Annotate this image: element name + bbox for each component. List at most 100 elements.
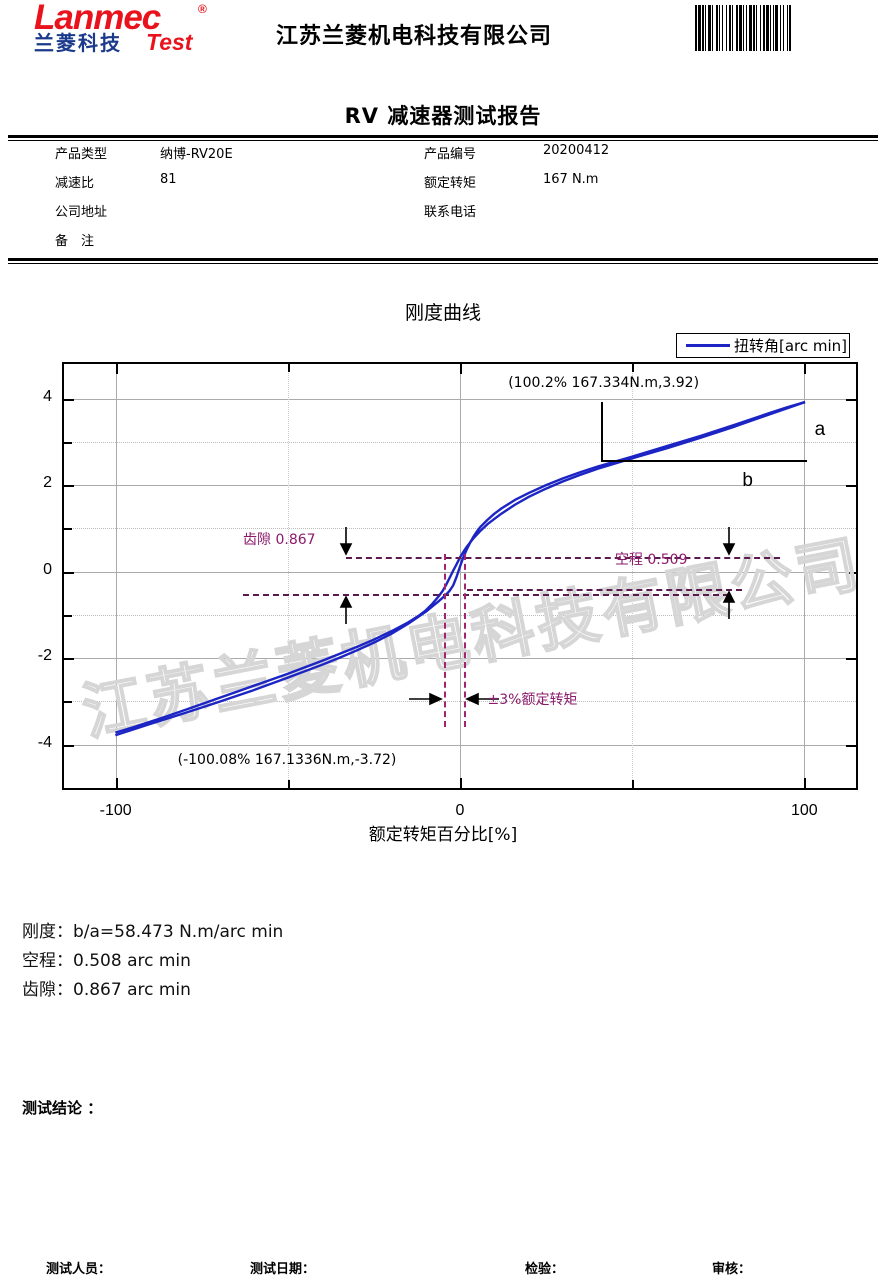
lost-motion-arrow-up bbox=[722, 590, 735, 619]
divider-bottom bbox=[8, 258, 878, 261]
company-logo: Lanmec ® 兰菱科技 Test bbox=[30, 0, 230, 55]
signoff-date: 测试日期： bbox=[250, 1262, 316, 1277]
gridline-vertical bbox=[115, 364, 117, 788]
info-value-left: 81 bbox=[160, 172, 177, 187]
backlash-upper-dash bbox=[346, 556, 781, 559]
y-tick-right bbox=[846, 398, 857, 401]
x-tick-minor bbox=[632, 780, 635, 789]
y-tick bbox=[63, 571, 74, 574]
info-row: 减速比 81 额定转矩 167 N.m bbox=[0, 172, 886, 201]
y-tick-label: 2 bbox=[43, 474, 52, 492]
y-tick-right bbox=[846, 571, 857, 574]
results-summary: 刚度：b/a=58.473 N.m/arc min 空程：0.508 arc mi… bbox=[22, 918, 283, 1005]
signoff-tester: 测试人员： bbox=[46, 1262, 112, 1277]
page-header: Lanmec ® 兰菱科技 Test 江苏兰菱机电科技有限公司 bbox=[0, 0, 886, 78]
chart-title: 刚度曲线 bbox=[404, 302, 481, 324]
signoff-approver: 审核： bbox=[712, 1262, 752, 1277]
x-tick-top bbox=[115, 363, 118, 374]
signoff-inspector: 检验： bbox=[525, 1262, 565, 1277]
backlash-label: 齿隙 0.867 bbox=[243, 532, 316, 549]
torque-band-label: ±3%额定转矩 bbox=[487, 692, 578, 709]
gridline-vertical-minor bbox=[632, 364, 634, 788]
x-tick-minor-top bbox=[632, 363, 635, 372]
backlash-lower-dash bbox=[243, 594, 729, 597]
y-tick-label: -2 bbox=[37, 647, 52, 665]
x-tick-label: 0 bbox=[455, 802, 465, 819]
y-tick-label: -4 bbox=[37, 733, 52, 751]
conclusion-label: 测试结论 ： bbox=[22, 1099, 103, 1117]
gridline-vertical bbox=[804, 364, 806, 788]
lost-motion-dash bbox=[466, 588, 743, 591]
lost-motion-label: 空程 0.509 bbox=[614, 551, 688, 568]
info-label-right: 产品编号 bbox=[424, 147, 477, 162]
backlash-arrow-down bbox=[340, 526, 353, 556]
company-name: 江苏兰菱机电科技有限公司 bbox=[276, 24, 553, 49]
y-tick-minor bbox=[63, 701, 72, 704]
barcode-icon bbox=[695, 5, 803, 51]
y-tick bbox=[63, 658, 74, 661]
y-tick bbox=[63, 744, 74, 747]
y-tick-label: 0 bbox=[43, 560, 52, 578]
x-tick-top bbox=[460, 363, 462, 374]
result-line: 齿隙：0.867 arc min bbox=[22, 980, 191, 1000]
x-tick-label: -100 bbox=[99, 802, 132, 819]
x-tick bbox=[804, 778, 807, 789]
info-row: 产品类型 纳博-RV20E 产品编号 20200412 bbox=[0, 143, 886, 172]
chart-plot-area: 江苏兰菱机电科技有限公司 (100.2% 167.334N.m,3.92) (-10… bbox=[38, 362, 858, 819]
y-tick bbox=[63, 398, 74, 401]
y-tick-label: 4 bbox=[43, 387, 52, 405]
info-value-right: 20200412 bbox=[543, 143, 610, 158]
gridline-vertical bbox=[460, 364, 461, 788]
slope-b-label: b bbox=[742, 469, 753, 491]
info-label-left: 公司地址 bbox=[55, 205, 108, 220]
x-tick bbox=[115, 778, 118, 789]
info-label-left: 减速比 bbox=[55, 176, 95, 191]
y-tick-right bbox=[846, 658, 857, 661]
info-value-right: 167 N.m bbox=[543, 172, 599, 187]
chart-legend: 扭转角[arc min] bbox=[676, 333, 850, 358]
info-label-right: 额定转矩 bbox=[424, 176, 477, 191]
divider-bottom-thin bbox=[8, 263, 878, 264]
info-label-right: 联系电话 bbox=[424, 205, 477, 220]
slope-a-label: a bbox=[814, 418, 826, 440]
torque-band-arrow-right bbox=[464, 693, 499, 706]
stiffness-chart: 刚度曲线 扭转角[arc min] 江苏兰菱机电科技有限公司 (100.2% 16… bbox=[0, 280, 886, 880]
divider-top bbox=[8, 135, 878, 138]
torque-band-right-dash bbox=[464, 554, 467, 728]
legend-line-swatch bbox=[686, 344, 730, 347]
y-tick-right bbox=[846, 744, 857, 747]
backlash-arrow-up bbox=[340, 595, 353, 625]
x-tick bbox=[460, 778, 462, 789]
result-line: 刚度：b/a=58.473 N.m/arc min bbox=[22, 922, 284, 942]
torque-band-arrow-left bbox=[409, 693, 444, 706]
torque-band-left-dash bbox=[444, 554, 447, 728]
info-value-left: 纳博-RV20E bbox=[160, 147, 233, 162]
info-label-left: 产品类型 bbox=[55, 147, 108, 162]
registered-trademark-icon: ® bbox=[198, 2, 207, 16]
logo-test-word: Test bbox=[146, 29, 193, 55]
gridline-vertical-minor bbox=[287, 364, 289, 788]
info-row: 公司地址 联系电话 bbox=[0, 201, 886, 230]
info-label-left: 备 注 bbox=[55, 234, 95, 249]
x-axis-title: 额定转矩百分比[%] bbox=[368, 825, 518, 845]
logo-wordmark: Lanmec bbox=[34, 0, 161, 37]
x-tick-minor bbox=[287, 780, 290, 789]
info-row: 备 注 bbox=[0, 230, 886, 259]
x-tick-top bbox=[804, 363, 807, 374]
max-point-label: (100.2% 167.334N.m,3.92) bbox=[508, 374, 700, 391]
product-info-table: 产品类型 纳博-RV20E 产品编号 20200412 减速比 81 额定转矩 167 N.m… bbox=[0, 143, 886, 258]
slope-triangle bbox=[601, 402, 808, 463]
report-title: RV 减速器测试报告 bbox=[344, 104, 542, 128]
logo-chinese-name: 兰菱科技 bbox=[34, 31, 122, 55]
result-line: 空程：0.508 arc min bbox=[22, 951, 191, 971]
y-tick-minor bbox=[63, 614, 72, 617]
lost-motion-arrow-down bbox=[722, 526, 735, 556]
legend-label: 扭转角[arc min] bbox=[734, 337, 848, 355]
divider-top-thin bbox=[8, 140, 878, 141]
x-tick-minor-top bbox=[287, 363, 290, 372]
y-tick bbox=[63, 485, 74, 488]
y-tick-minor bbox=[63, 528, 72, 531]
min-point-label: (-100.08% 167.1336N.m,-3.72) bbox=[177, 752, 397, 769]
x-tick-label: 100 bbox=[790, 802, 818, 819]
y-tick-minor bbox=[63, 441, 72, 444]
